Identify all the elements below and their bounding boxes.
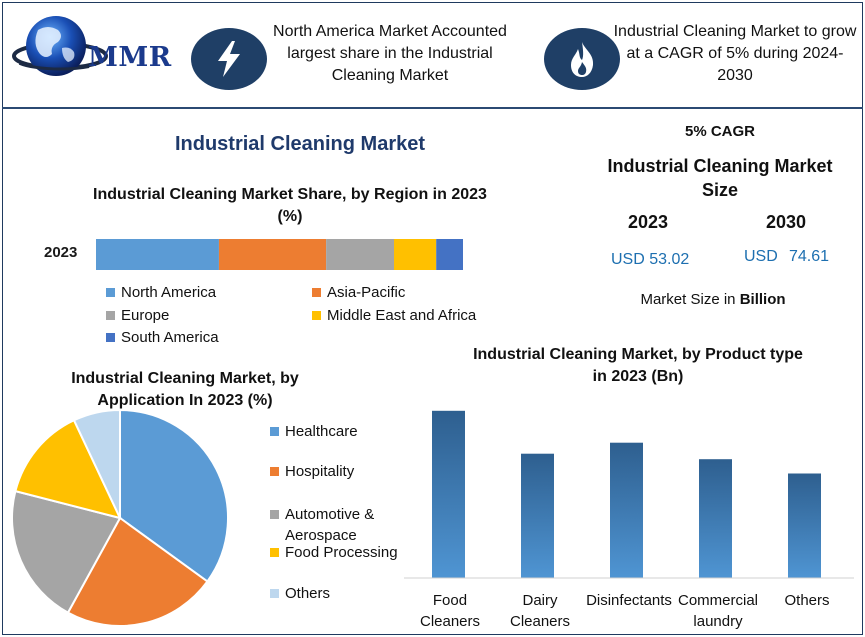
pie-slice-hospitality [66,516,209,627]
value-2023: USD 53.02 [611,251,690,268]
legend-swatch [270,467,279,476]
legend-asia-pacific: Asia-Pacific [312,284,405,301]
pie-slice-food-processing [14,418,122,520]
region-chart-title: Industrial Cleaning Market Share, by Reg… [93,186,487,225]
product-tick-line: Cleaners [509,613,571,630]
page-title: Industrial Cleaning Market [174,133,426,155]
region-segment-middle-east-and-africa [394,239,437,270]
market-size-title: Industrial Cleaning Market Size [607,156,833,200]
cagr-label: 5% CAGR [684,123,755,140]
flame-icon [544,28,620,90]
legend-swatch [270,589,279,598]
legend-hospitality: Hospitality [270,463,354,480]
product-tick-line: Food [432,592,468,609]
pie-slice-automotive-aerospace [11,489,122,614]
pie-slice-healthcare [119,408,229,583]
region-segment-europe [326,239,395,270]
header-note-right: Industrial Cleaning Market to grow at a … [613,23,857,84]
product-tick-label: Dairy Cleaners [492,590,588,632]
product-tick-line: laundry [693,613,743,630]
legend-swatch [270,510,279,519]
legend-others: Others [270,585,330,602]
logo-text: MMR [88,42,172,73]
product-tick-line: Cleaners [419,613,481,630]
region-segment-north-america [96,239,219,270]
value-2030-prefix: USD [744,248,778,265]
legend-swatch [106,288,115,297]
legend-swatch [312,288,321,297]
application-chart-title: Industrial Cleaning Market, by Applicati… [71,370,299,409]
product-bar-2 [610,442,643,578]
legend-swatch [106,311,115,320]
legend-swatch [106,333,115,342]
product-tick-line: Commercial [677,592,758,609]
legend-middle-east: Middle East and Africa [312,307,476,324]
legend-swatch [270,548,279,557]
region-segment-south-america [436,239,463,270]
product-bar-3 [699,459,732,578]
legend-swatch [312,311,321,320]
year-2030-label: 2030 [765,212,807,232]
legend-north-america: North America [106,284,216,301]
lightning-bolt-icon [191,28,267,90]
product-tick-line: Disinfectants [586,592,672,609]
year-2023-label: 2023 [627,212,669,232]
region-stacked-bar [96,239,463,270]
legend-healthcare: Healthcare [270,423,358,440]
value-2030: 74.61 [789,248,830,265]
product-bar-chart [404,410,854,579]
product-tick-label: Food Cleaners [402,590,498,632]
product-tick-label: Disinfectants [581,590,677,611]
product-tick-line: Others [784,592,830,609]
pie-slice-others [72,408,121,519]
market-size-unit: Market Size in Billion [640,291,786,308]
application-pie-chart [11,408,229,627]
product-tick-label: Commercial laundry [670,590,766,632]
legend-automotive: Automotive & Aerospace [270,504,410,546]
region-segment-asia-pacific [218,239,327,270]
product-tick-line: Dairy [522,592,558,609]
product-tick-label: Others [759,590,855,611]
product-bar-0 [432,410,465,578]
legend-south-america: South America [106,329,219,346]
legend-food-processing: Food Processing [270,544,398,561]
region-year-label: 2023 [44,244,78,261]
header-divider [2,107,863,109]
product-bar-4 [788,473,821,578]
legend-swatch [270,427,279,436]
header-note-left: North America Market Accounted largest s… [273,23,507,84]
mmr-logo: MMR [12,10,177,80]
product-chart-title: Industrial Cleaning Market, by Product t… [473,346,803,385]
product-bar-1 [521,453,554,578]
globe-logo-icon [12,16,108,76]
legend-europe: Europe [106,307,169,324]
